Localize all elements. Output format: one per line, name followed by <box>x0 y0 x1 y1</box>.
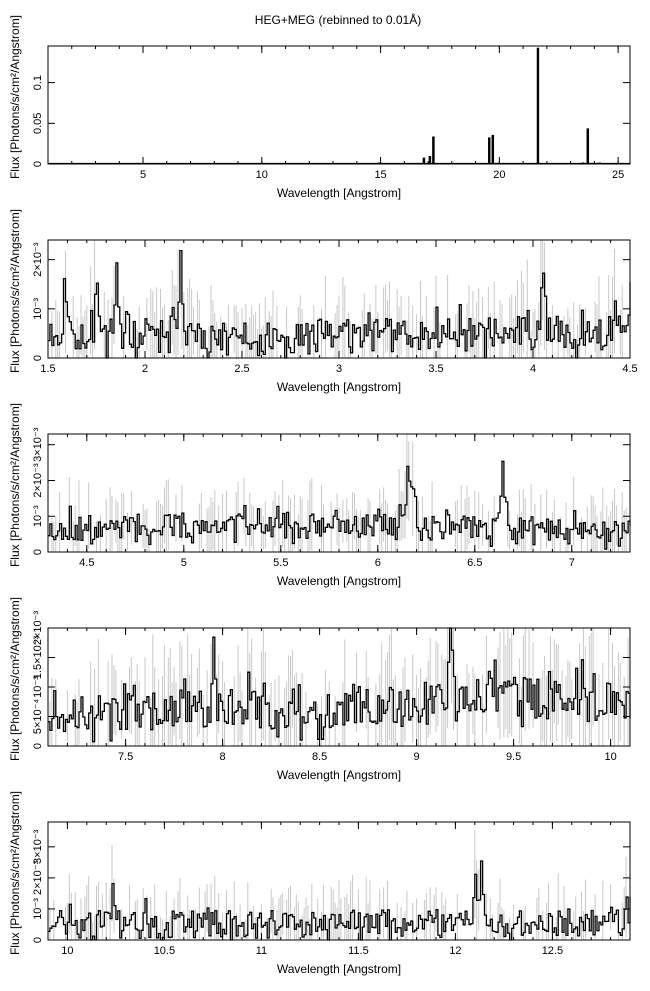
y-tick-label: 0 <box>32 743 44 749</box>
y-tick-label: 1.5×10⁻³ <box>32 635 44 679</box>
y-tick-label: 2×10⁻³ <box>32 860 44 895</box>
y-tick-label: 3×10⁻³ <box>32 427 44 462</box>
panel-1: 5 10 15 20 25 0 0.05 0.1 Wavelength [Angstrom] Fl… <box>8 15 631 200</box>
x-axis-label: Wavelength [Angstrom] <box>277 962 401 976</box>
y-axis-label: Flux [Photons/s/cm²/Angstrom] <box>8 15 22 179</box>
y-axis-label: Flux [Photons/s/cm²/Angstrom] <box>8 597 22 761</box>
panel-2: 1.5 2 2.5 3 3.5 4 4.5 0 10⁻³ 2×10⁻³ Wavelength [An… <box>8 209 638 394</box>
y-axis-label: Flux [Photons/s/cm²/Angstrom] <box>8 791 22 955</box>
panel-5: 10 10.5 11 11.5 12 12.5 0 10⁻³ 2×10⁻³3×10⁻³ Wavel… <box>8 791 631 976</box>
x-tick-label: 2 <box>142 363 148 375</box>
y-tick-label: 10⁻³ <box>32 676 44 698</box>
spectrum-line <box>48 627 631 743</box>
figure-title: HEG+MEG (rebinned to 0.01Å) <box>255 12 421 27</box>
x-tick-label: 25 <box>612 169 624 181</box>
x-tick-label: 6.5 <box>467 557 482 569</box>
panel-4: 7.5 8 8.5 9 9.5 10 0 5×10⁻⁴10⁻³1.5×10⁻³2×10⁻³ Wa… <box>8 597 631 782</box>
y-axis-label: Flux [Photons/s/cm²/Angstrom] <box>8 209 22 373</box>
x-axis-label: Wavelength [Angstrom] <box>277 574 401 588</box>
x-tick-label: 10 <box>256 169 268 181</box>
x-axis-label: Wavelength [Angstrom] <box>277 380 401 394</box>
x-tick-label: 5.5 <box>273 557 288 569</box>
x-tick-label: 6 <box>375 557 381 569</box>
y-tick-label: 0 <box>32 355 44 361</box>
x-axis-label: Wavelength [Angstrom] <box>277 768 401 782</box>
spectrum-line <box>48 249 631 359</box>
x-tick-label: 4 <box>530 363 536 375</box>
x-tick-label: 4.5 <box>622 363 637 375</box>
x-tick-label: 20 <box>493 169 505 181</box>
x-axis-label: Wavelength [Angstrom] <box>277 186 401 200</box>
x-tick-label: 4.5 <box>79 557 94 569</box>
x-tick-label: 10 <box>61 945 73 957</box>
x-tick-label: 11.5 <box>348 945 369 957</box>
y-tick-label: 5×10⁻⁴ <box>32 699 44 735</box>
x-tick-label: 8.5 <box>312 751 327 763</box>
spectrum-line <box>48 860 631 941</box>
y-tick-label: 0 <box>32 937 44 943</box>
x-tick-label: 12.5 <box>542 945 563 957</box>
y-tick-label: 2×10⁻³ <box>32 242 44 277</box>
x-tick-label: 9.5 <box>506 751 521 763</box>
y-axis-label: Flux [Photons/s/cm²/Angstrom] <box>8 403 22 567</box>
x-tick-label: 15 <box>374 169 386 181</box>
x-tick-label: 3 <box>336 363 342 375</box>
x-tick-label: 7 <box>569 557 575 569</box>
y-tick-label: 2×10⁻³ <box>32 463 44 498</box>
x-tick-label: 5 <box>181 557 187 569</box>
y-tick-label: 10⁻³ <box>32 298 44 320</box>
y-tick-label: 0.05 <box>32 113 44 134</box>
x-tick-label: 3.5 <box>428 363 443 375</box>
y-tick-label: 10⁻³ <box>32 505 44 527</box>
x-tick-label: 9 <box>414 751 420 763</box>
y-tick-label: 0 <box>32 161 44 167</box>
spectrum-line <box>48 460 631 550</box>
x-tick-label: 7.5 <box>118 751 133 763</box>
x-tick-label: 10.5 <box>154 945 175 957</box>
x-tick-label: 1.5 <box>40 363 55 375</box>
y-tick-label: 3×10⁻³ <box>32 829 44 864</box>
y-tick-label: 2×10⁻³ <box>32 611 44 646</box>
x-tick-label: 2.5 <box>234 363 249 375</box>
x-tick-label: 10 <box>604 751 616 763</box>
x-tick-label: 11 <box>256 945 267 957</box>
y-tick-label: 10⁻³ <box>32 898 44 920</box>
x-tick-label: 8 <box>220 751 226 763</box>
y-tick-label: 0 <box>32 549 44 555</box>
spectrum-line <box>48 47 630 165</box>
y-tick-label: 0.1 <box>32 75 44 90</box>
panel-3: 4.5 5 5.5 6 6.5 7 0 10⁻³ 2×10⁻³3×10⁻³ Wavelength … <box>8 403 631 588</box>
x-tick-label: 12 <box>449 945 461 957</box>
x-tick-label: 5 <box>140 169 146 181</box>
plot-frame <box>47 45 631 165</box>
